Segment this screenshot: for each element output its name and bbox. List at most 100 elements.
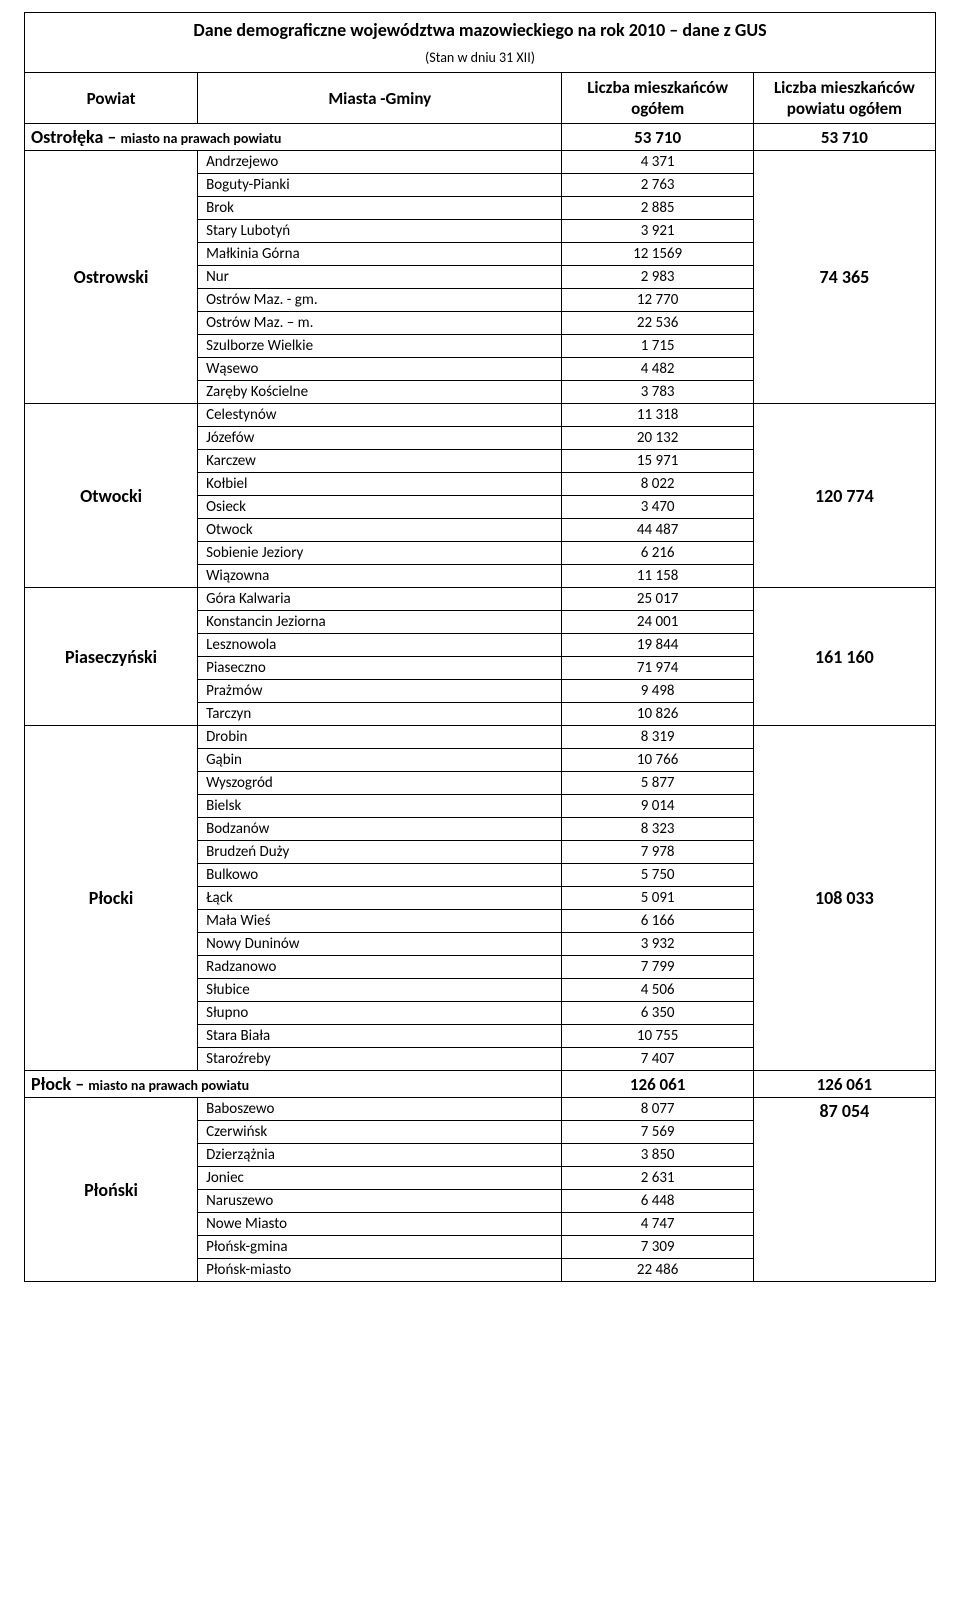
gmina-name: Małkinia Górna: [198, 243, 562, 266]
gmina-value: 9 014: [562, 795, 753, 818]
header-liczba-powiat: Liczba mieszkańców powiatu ogółem: [753, 73, 935, 124]
gmina-name: Staroźreby: [198, 1048, 562, 1071]
gmina-name: Czerwińsk: [198, 1121, 562, 1144]
gmina-value: 12 770: [562, 289, 753, 312]
gmina-name: Lesznowola: [198, 634, 562, 657]
gmina-name: Boguty-Pianki: [198, 174, 562, 197]
gmina-name: Płońsk-gmina: [198, 1236, 562, 1259]
gmina-value: 2 885: [562, 197, 753, 220]
gmina-name: Baboszewo: [198, 1098, 562, 1121]
gmina-value: 6 166: [562, 910, 753, 933]
gmina-value: 20 132: [562, 427, 753, 450]
gmina-name: Stary Lubotyń: [198, 220, 562, 243]
gmina-value: 3 921: [562, 220, 753, 243]
ostroleka-row: Ostrołęka – miasto na prawach powiatu 53…: [25, 124, 936, 151]
gmina-value: 5 750: [562, 864, 753, 887]
gmina-value: 11 318: [562, 404, 753, 427]
gmina-name: Drobin: [198, 726, 562, 749]
gmina-value: 1 715: [562, 335, 753, 358]
plonski-name: Płoński: [25, 1098, 198, 1282]
ostrowski-total: 74 365: [753, 151, 935, 404]
gmina-name: Bodzanów: [198, 818, 562, 841]
gmina-name: Piaseczno: [198, 657, 562, 680]
otwocki-name: Otwocki: [25, 404, 198, 588]
gmina-value: 6 216: [562, 542, 753, 565]
gmina-value: 22 536: [562, 312, 753, 335]
plock-pop: 126 061: [562, 1071, 753, 1098]
header-row: Powiat Miasta -Gminy Liczba mieszkańców …: [25, 73, 936, 124]
gmina-value: 9 498: [562, 680, 753, 703]
gmina-value: 6 350: [562, 1002, 753, 1025]
gmina-value: 19 844: [562, 634, 753, 657]
gmina-name: Józefów: [198, 427, 562, 450]
ostroleka-pop: 53 710: [562, 124, 753, 151]
gmina-name: Prażmów: [198, 680, 562, 703]
plock-sub: miasto na prawach powiatu: [88, 1077, 249, 1094]
gmina-name: Stara Biała: [198, 1025, 562, 1048]
gmina-name: Konstancin Jeziorna: [198, 611, 562, 634]
table-row: Płoński Baboszewo 8 077 87 054: [25, 1098, 936, 1121]
gmina-value: 2 763: [562, 174, 753, 197]
gmina-name: Naruszewo: [198, 1190, 562, 1213]
gmina-value: 10 766: [562, 749, 753, 772]
gmina-value: 12 1569: [562, 243, 753, 266]
table-row: Otwocki Celestynów 11 318 120 774: [25, 404, 936, 427]
gmina-name: Brudzeń Duży: [198, 841, 562, 864]
gmina-value: 6 448: [562, 1190, 753, 1213]
gmina-value: 24 001: [562, 611, 753, 634]
gmina-name: Celestynów: [198, 404, 562, 427]
gmina-name: Łąck: [198, 887, 562, 910]
gmina-name: Bielsk: [198, 795, 562, 818]
gmina-value: 3 783: [562, 381, 753, 404]
gmina-value: 5 091: [562, 887, 753, 910]
ostroleka-label: Ostrołęka – miasto na prawach powiatu: [25, 124, 562, 151]
gmina-name: Sobienie Jeziory: [198, 542, 562, 565]
gmina-value: 3 470: [562, 496, 753, 519]
gmina-name: Brok: [198, 197, 562, 220]
gmina-name: Joniec: [198, 1167, 562, 1190]
gmina-name: Zaręby Kościelne: [198, 381, 562, 404]
gmina-value: 7 309: [562, 1236, 753, 1259]
gmina-name: Gąbin: [198, 749, 562, 772]
gmina-value: 7 799: [562, 956, 753, 979]
gmina-value: 4 506: [562, 979, 753, 1002]
gmina-value: 8 022: [562, 473, 753, 496]
gmina-value: 10 755: [562, 1025, 753, 1048]
gmina-name: Otwock: [198, 519, 562, 542]
gmina-name: Mała Wieś: [198, 910, 562, 933]
header-miasta: Miasta -Gminy: [198, 73, 562, 124]
gmina-name: Szulborze Wielkie: [198, 335, 562, 358]
gmina-value: 8 323: [562, 818, 753, 841]
gmina-name: Góra Kalwaria: [198, 588, 562, 611]
gmina-value: 2 631: [562, 1167, 753, 1190]
table-row: Ostrowski Andrzejewo 4 371 74 365: [25, 151, 936, 174]
gmina-name: Karczew: [198, 450, 562, 473]
gmina-name: Ostrów Maz. - gm.: [198, 289, 562, 312]
gmina-name: Słubice: [198, 979, 562, 1002]
gmina-name: Tarczyn: [198, 703, 562, 726]
gmina-value: 2 983: [562, 266, 753, 289]
plock-total: 126 061: [753, 1071, 935, 1098]
gmina-name: Ostrów Maz. – m.: [198, 312, 562, 335]
gmina-value: 22 486: [562, 1259, 753, 1282]
piaseczynski-total: 161 160: [753, 588, 935, 726]
gmina-value: 10 826: [562, 703, 753, 726]
gmina-name: Nowy Duninów: [198, 933, 562, 956]
gmina-value: 25 017: [562, 588, 753, 611]
gmina-value: 7 569: [562, 1121, 753, 1144]
gmina-value: 44 487: [562, 519, 753, 542]
gmina-value: 4 747: [562, 1213, 753, 1236]
gmina-value: 8 077: [562, 1098, 753, 1121]
header-liczba: Liczba mieszkańców ogółem: [562, 73, 753, 124]
subtitle: (Stan w dniu 31 XII): [25, 47, 936, 73]
plocki-name: Płocki: [25, 726, 198, 1071]
gmina-name: Nur: [198, 266, 562, 289]
gmina-value: 4 482: [562, 358, 753, 381]
gmina-name: Osieck: [198, 496, 562, 519]
gmina-name: Płońsk-miasto: [198, 1259, 562, 1282]
demographic-table: Dane demograficzne województwa mazowieck…: [24, 12, 936, 1282]
gmina-value: 8 319: [562, 726, 753, 749]
gmina-value: 7 407: [562, 1048, 753, 1071]
gmina-value: 7 978: [562, 841, 753, 864]
plock-label: Płock – miasto na prawach powiatu: [25, 1071, 562, 1098]
